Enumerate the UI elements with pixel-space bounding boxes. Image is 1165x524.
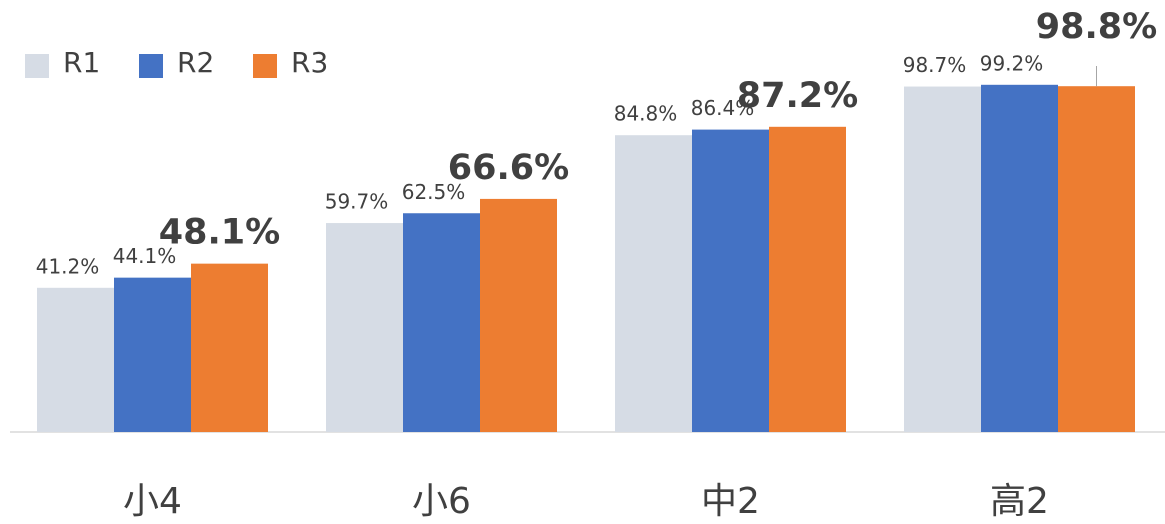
x-tick-label: 小4: [123, 481, 182, 522]
value-label: 66.6%: [448, 148, 569, 188]
value-label: 86.4%: [691, 96, 755, 120]
bar: [191, 263, 268, 432]
value-label: 41.2%: [36, 254, 100, 278]
value-label: 59.7%: [325, 190, 389, 214]
legend-swatch: [139, 54, 163, 78]
bar: [326, 223, 403, 432]
bar: [981, 84, 1058, 433]
bar: [37, 287, 114, 432]
bar: [1058, 86, 1135, 432]
x-tick-label: 高2: [990, 481, 1049, 522]
value-label: 87.2%: [737, 76, 858, 116]
value-label: 44.1%: [113, 244, 177, 268]
value-label: 84.8%: [614, 102, 678, 126]
value-label: 99.2%: [980, 51, 1044, 75]
value-label: 48.1%: [159, 213, 280, 253]
x-tick-label: 中2: [701, 481, 760, 522]
legend-label: R1: [63, 46, 100, 79]
bar: [114, 277, 191, 432]
legend-label: R2: [177, 46, 214, 79]
bar: [692, 129, 769, 432]
bar: [769, 126, 846, 433]
legend-swatch: [25, 54, 49, 78]
value-label: 98.8%: [1036, 7, 1157, 47]
value-label: 98.7%: [903, 53, 967, 77]
x-tick-label: 小6: [412, 481, 471, 522]
bar: [480, 198, 557, 432]
legend-swatch: [253, 54, 277, 78]
legend-label: R3: [291, 46, 328, 79]
value-label: 62.5%: [402, 180, 466, 204]
bar: [615, 135, 692, 432]
bar: [904, 86, 981, 433]
bar: [403, 213, 480, 432]
